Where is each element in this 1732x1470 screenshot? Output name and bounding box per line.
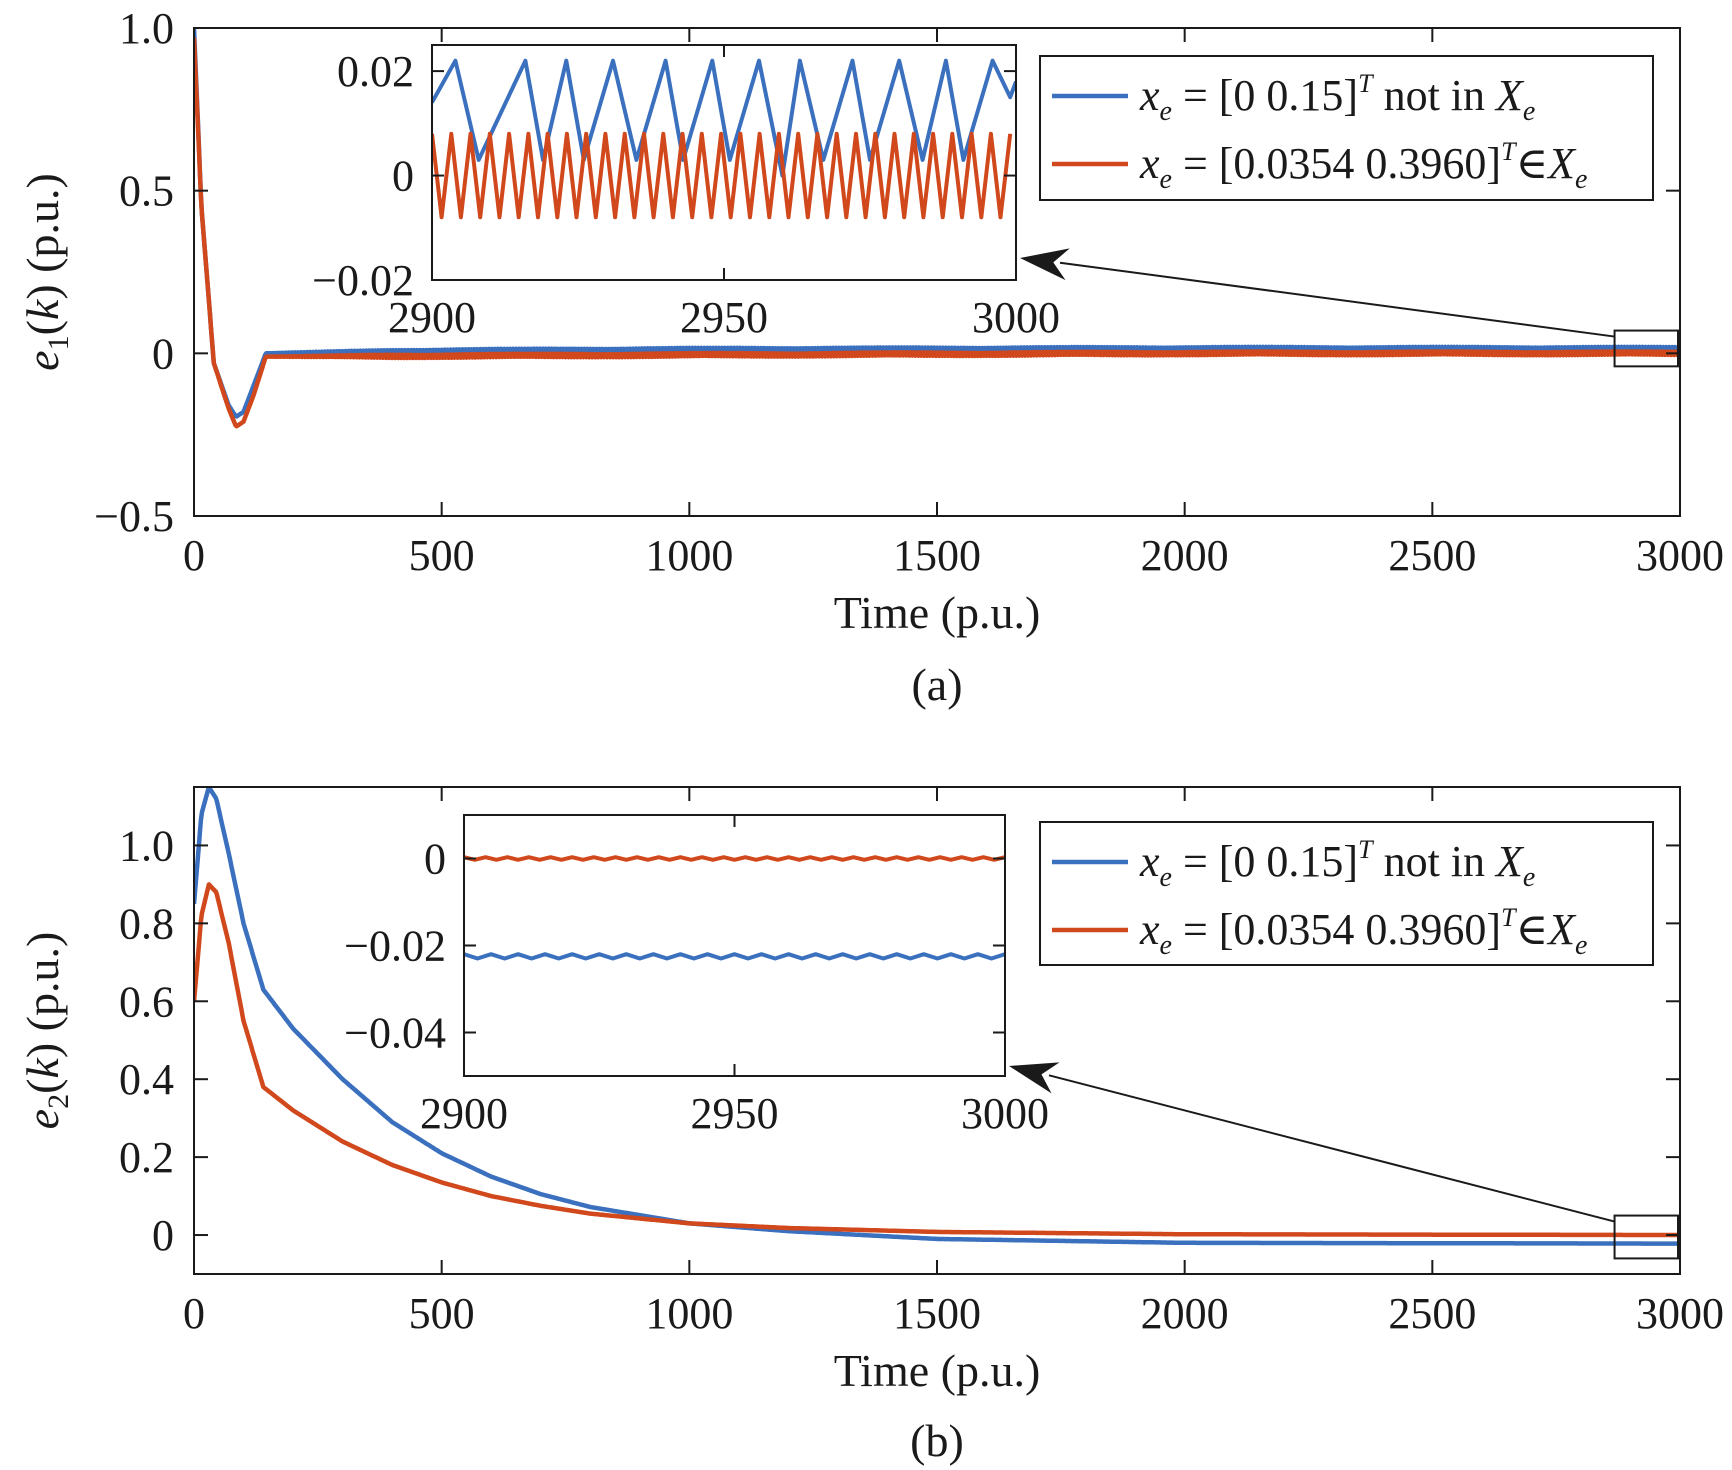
zoom-arrowhead	[1020, 248, 1070, 281]
panel-label: (b)	[910, 1415, 964, 1466]
legend-entry-1: xe = [0 0.15]T not in Xe	[1139, 835, 1535, 893]
x-tick-label: 2000	[1141, 1289, 1229, 1338]
x-tick-label: 500	[409, 531, 475, 580]
y-tick-label: −0.5	[94, 492, 174, 541]
x-tick-label: 1000	[645, 1289, 733, 1338]
series-line-2	[194, 37, 1680, 429]
zoom-arrow-line	[1059, 261, 1615, 338]
x-tick-label: 0	[183, 1289, 205, 1338]
zoom-box	[1613, 329, 1680, 368]
inset-x-tick-label: 3000	[972, 293, 1060, 342]
y-tick-label: 0	[152, 329, 174, 378]
x-tick-label: 1500	[893, 531, 981, 580]
x-axis-label: Time (p.u.)	[834, 587, 1041, 638]
inset-x-tick-label: 2900	[388, 293, 476, 342]
inset-x-tick-label: 2900	[420, 1089, 508, 1138]
x-tick-label: 1500	[893, 1289, 981, 1338]
y-tick-label: 0.2	[119, 1133, 174, 1182]
y-axis-label: e1(k) (p.u.)	[17, 173, 75, 371]
panel-a-chart: 0 500 1000 1500 2000 2500 3000−0.500.51.0Time …	[17, 4, 1724, 710]
legend-box	[1039, 55, 1654, 201]
y-tick-label: 1.0	[119, 821, 174, 870]
inset-series-line-1	[464, 952, 1005, 961]
y-tick-label: 0	[152, 1211, 174, 1260]
y-tick-label: 1.0	[119, 4, 174, 53]
x-tick-label: 500	[409, 1289, 475, 1338]
y-tick-label: 0.8	[119, 899, 174, 948]
panel-b-chart: 0 500 1000 1500 2000 2500 3000 0 0.2 0.4 0.6 0.8 1.0…	[17, 786, 1724, 1466]
inset-series-line-2	[464, 855, 1005, 862]
legend-entry-2: xe = [0.0354 0.3960]T∈Xe	[1139, 137, 1587, 195]
inset-y-tick-label: −0.04	[344, 1009, 446, 1058]
zoom-arrowhead	[1009, 1062, 1060, 1094]
x-tick-label: 0	[183, 531, 205, 580]
inset-y-tick-label: −0.02	[312, 256, 414, 305]
inset-y-tick-label: −0.02	[344, 922, 446, 971]
inset-x-tick-label: 3000	[961, 1089, 1049, 1138]
inset-plot: 2900 2950 3000 −0.02 0 0.02	[312, 44, 1060, 342]
legend-entry-1: xe = [0 0.15]T not in Xe	[1139, 69, 1535, 127]
inset-series-line-2	[432, 131, 1013, 220]
x-tick-label: 1000	[645, 531, 733, 580]
zoom-arrow-line	[1048, 1074, 1615, 1223]
x-axis-label: Time (p.u.)	[834, 1345, 1041, 1396]
legend: xe = [0 0.15]T not in Xe xe = [0.0354 0.3…	[1039, 821, 1654, 966]
inset-y-tick-label: 0	[424, 835, 446, 884]
inset-y-tick-label: 0.02	[337, 47, 414, 96]
zoom-box	[1613, 1214, 1680, 1260]
inset-y-tick-label: 0	[392, 152, 414, 201]
x-tick-label: 2500	[1388, 531, 1476, 580]
legend: xe = [0 0.15]T not in Xe xe = [0.0354 0.3…	[1039, 55, 1654, 201]
inset-background	[464, 815, 1005, 1076]
x-tick-label: 3000	[1636, 531, 1724, 580]
y-axis-label: e2(k) (p.u.)	[17, 932, 75, 1130]
series-line-1	[194, 28, 1680, 419]
y-tick-label: 0.5	[119, 167, 174, 216]
inset-x-tick-label: 2950	[680, 293, 768, 342]
x-tick-label: 2000	[1141, 531, 1229, 580]
y-tick-label: 0.6	[119, 977, 174, 1026]
series-line-2	[194, 882, 1680, 1238]
legend-box	[1039, 821, 1654, 966]
inset-plot: 2900 2950 3000 −0.04 −0.02 0	[344, 814, 1049, 1138]
inset-x-tick-label: 2950	[691, 1089, 779, 1138]
legend-entry-2: xe = [0.0354 0.3960]T∈Xe	[1139, 903, 1587, 961]
panel-label: (a)	[911, 659, 962, 710]
series-line-1	[194, 787, 1680, 1246]
y-tick-label: 0.4	[119, 1055, 174, 1104]
x-tick-label: 3000	[1636, 1289, 1724, 1338]
x-tick-label: 2500	[1388, 1289, 1476, 1338]
